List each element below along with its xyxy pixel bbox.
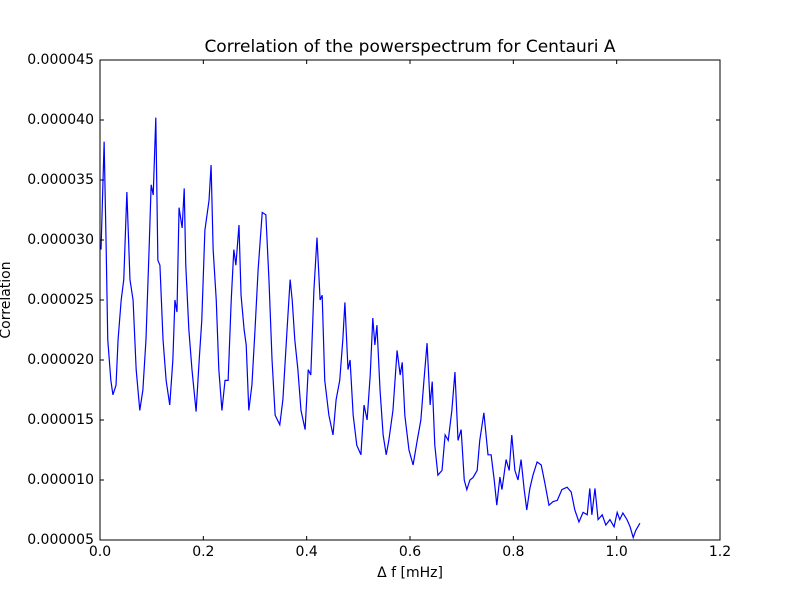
data-line [100, 117, 641, 540]
chart-title: Correlation of the powerspectrum for Cen… [204, 37, 615, 57]
x-tick-label: 0.4 [296, 544, 318, 560]
y-tick-label: 0.000030 [27, 232, 94, 248]
x-tick-label: 1.2 [709, 544, 731, 560]
y-tick-label: 0.000005 [27, 532, 94, 548]
y-tick-label: 0.000045 [27, 52, 94, 68]
x-tick-label: 0.6 [399, 544, 421, 560]
y-tick-label: 0.000040 [27, 112, 94, 128]
y-tick-label: 0.000015 [27, 412, 94, 428]
x-tick-label: 1.0 [606, 544, 628, 560]
x-tick-label: 0.0 [89, 544, 111, 560]
x-tick-label: 0.8 [502, 544, 524, 560]
y-tick-label: 0.000010 [27, 472, 94, 488]
y-tick-label: 0.000020 [27, 352, 94, 368]
y-tick-label: 0.000025 [27, 292, 94, 308]
x-axis-label: Δ f [mHz] [377, 565, 443, 581]
y-tick-label: 0.000035 [27, 172, 94, 188]
x-tick-label: 0.2 [192, 544, 214, 560]
y-axis-label: Correlation [0, 261, 14, 338]
